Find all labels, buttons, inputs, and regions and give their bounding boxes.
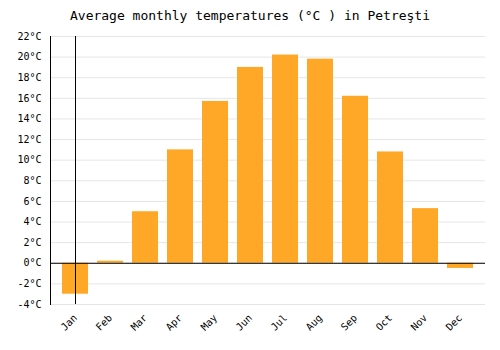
svg-text:20°C: 20°C [17,51,41,62]
svg-text:10°C: 10°C [17,154,41,165]
svg-text:Nov: Nov [409,312,430,333]
svg-text:22°C: 22°C [17,31,41,42]
svg-text:Dec: Dec [444,312,465,333]
svg-text:2°C: 2°C [23,237,41,248]
svg-text:Aug: Aug [304,312,325,333]
svg-text:8°C: 8°C [23,175,41,186]
svg-text:Feb: Feb [94,312,115,333]
svg-text:14°C: 14°C [17,113,41,124]
svg-text:4°C: 4°C [23,216,41,227]
svg-text:Sep: Sep [339,312,360,333]
svg-text:18°C: 18°C [17,72,41,83]
svg-text:Oct: Oct [374,312,395,333]
svg-text:May: May [199,312,220,333]
svg-text:Jan: Jan [59,312,80,333]
svg-text:Apr: Apr [164,312,185,333]
svg-text:Jun: Jun [234,312,255,333]
svg-text:0°C: 0°C [23,257,41,268]
svg-text:Mar: Mar [129,312,150,333]
svg-text:-2°C: -2°C [17,278,41,289]
svg-text:12°C: 12°C [17,134,41,145]
svg-text:16°C: 16°C [17,93,41,104]
svg-text:-4°C: -4°C [17,299,41,310]
html-text:Average monthly temperatures (: Average monthly temperatures (°C ) in Pe… [70,8,430,23]
svg-text:Jul: Jul [269,312,290,333]
svg-text:6°C: 6°C [23,196,41,207]
